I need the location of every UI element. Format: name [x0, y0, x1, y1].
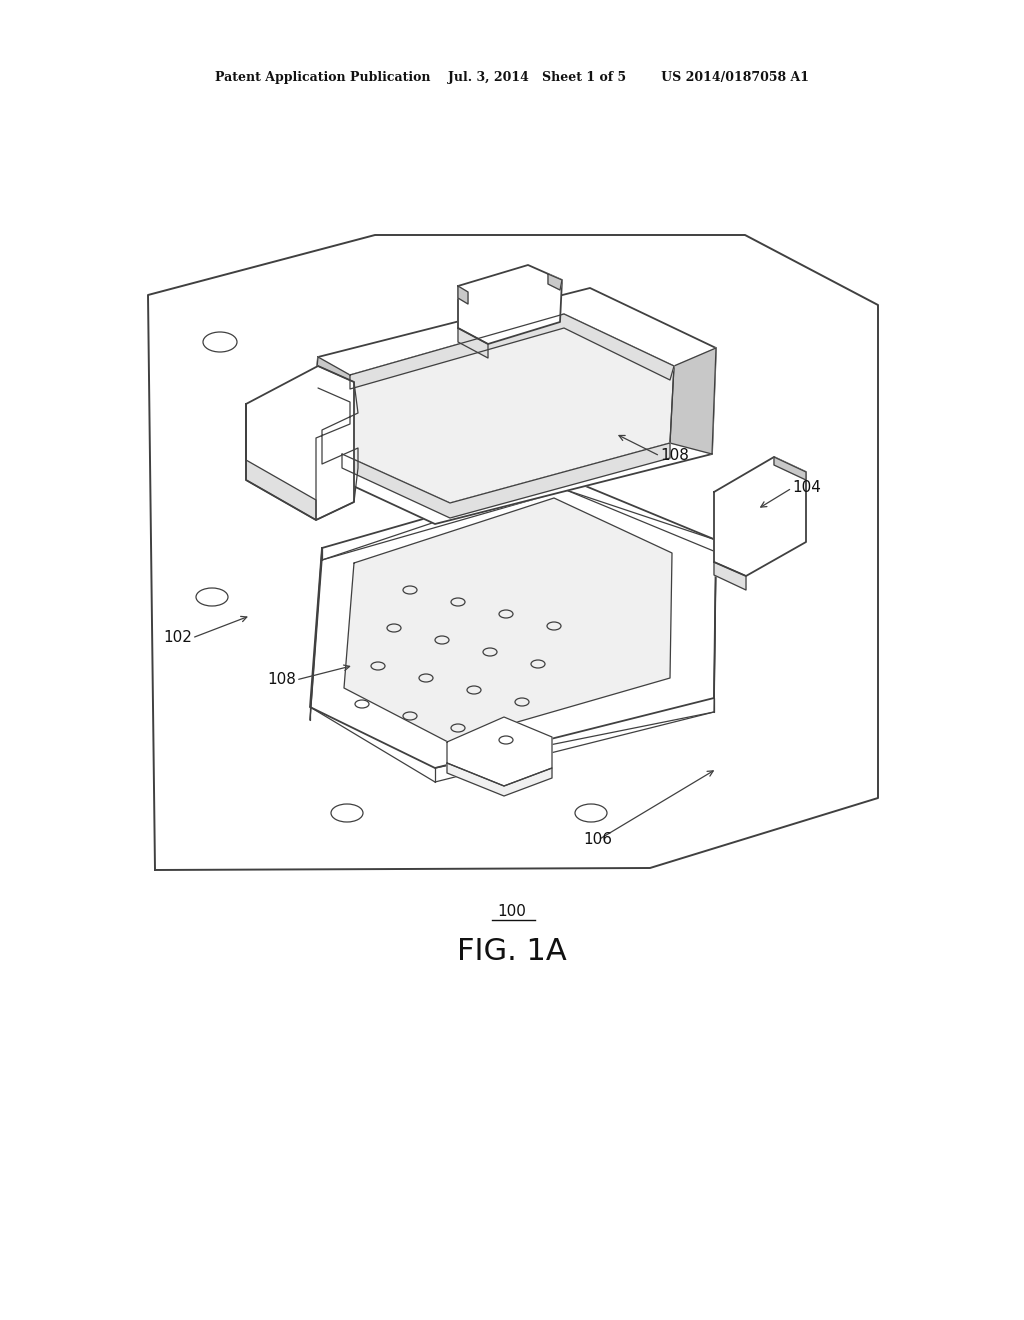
- Polygon shape: [447, 763, 552, 796]
- Text: 100: 100: [498, 904, 526, 920]
- Text: 104: 104: [792, 480, 821, 495]
- Polygon shape: [310, 478, 716, 768]
- Polygon shape: [670, 348, 716, 454]
- Text: 102: 102: [163, 631, 193, 645]
- Polygon shape: [774, 457, 806, 480]
- Text: 108: 108: [267, 672, 296, 688]
- Polygon shape: [714, 562, 746, 590]
- Polygon shape: [344, 498, 672, 742]
- Text: Patent Application Publication    Jul. 3, 2014   Sheet 1 of 5        US 2014/018: Patent Application Publication Jul. 3, 2…: [215, 71, 809, 84]
- Polygon shape: [308, 356, 350, 465]
- Polygon shape: [458, 265, 562, 345]
- Polygon shape: [308, 288, 716, 524]
- Text: 108: 108: [660, 449, 689, 463]
- Polygon shape: [148, 235, 878, 870]
- Text: FIG. 1A: FIG. 1A: [457, 937, 567, 966]
- Polygon shape: [714, 457, 806, 576]
- Text: 106: 106: [584, 833, 612, 847]
- Polygon shape: [548, 275, 562, 290]
- Polygon shape: [350, 314, 674, 389]
- Polygon shape: [246, 366, 354, 520]
- Polygon shape: [458, 286, 468, 304]
- Polygon shape: [447, 717, 552, 785]
- Polygon shape: [342, 314, 674, 503]
- Polygon shape: [458, 327, 488, 358]
- Polygon shape: [246, 404, 316, 520]
- Polygon shape: [342, 444, 670, 517]
